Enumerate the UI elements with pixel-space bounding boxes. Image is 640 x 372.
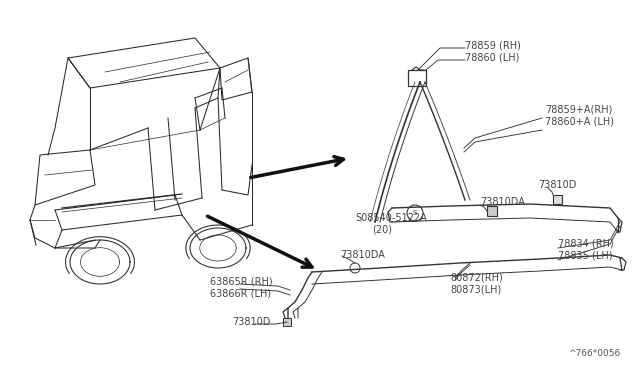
Text: (20): (20) bbox=[372, 225, 392, 235]
Text: 78859+A(RH): 78859+A(RH) bbox=[545, 105, 612, 115]
Text: 73810DA: 73810DA bbox=[340, 250, 385, 260]
Text: 73810D: 73810D bbox=[538, 180, 577, 190]
Text: ^766*0056: ^766*0056 bbox=[568, 349, 620, 358]
Bar bbox=[283, 318, 291, 326]
Text: 78860+A (LH): 78860+A (LH) bbox=[545, 117, 614, 127]
Text: 80873(LH): 80873(LH) bbox=[450, 285, 501, 295]
Bar bbox=[553, 195, 562, 204]
Text: S08540-5122A: S08540-5122A bbox=[355, 213, 427, 223]
Text: 73810D: 73810D bbox=[232, 317, 270, 327]
Text: 80872(RH): 80872(RH) bbox=[450, 273, 503, 283]
Text: S: S bbox=[413, 210, 417, 216]
Text: 78834 (RH): 78834 (RH) bbox=[558, 238, 614, 248]
Text: 63865R (RH): 63865R (RH) bbox=[210, 277, 273, 287]
Bar bbox=[487, 206, 497, 216]
Text: 73810DA: 73810DA bbox=[480, 197, 525, 207]
Text: 78835 (LH): 78835 (LH) bbox=[558, 250, 612, 260]
Text: 78860 (LH): 78860 (LH) bbox=[465, 52, 520, 62]
Text: 63866R (LH): 63866R (LH) bbox=[210, 289, 271, 299]
Text: 78859 (RH): 78859 (RH) bbox=[465, 40, 521, 50]
Bar bbox=[408, 70, 426, 86]
